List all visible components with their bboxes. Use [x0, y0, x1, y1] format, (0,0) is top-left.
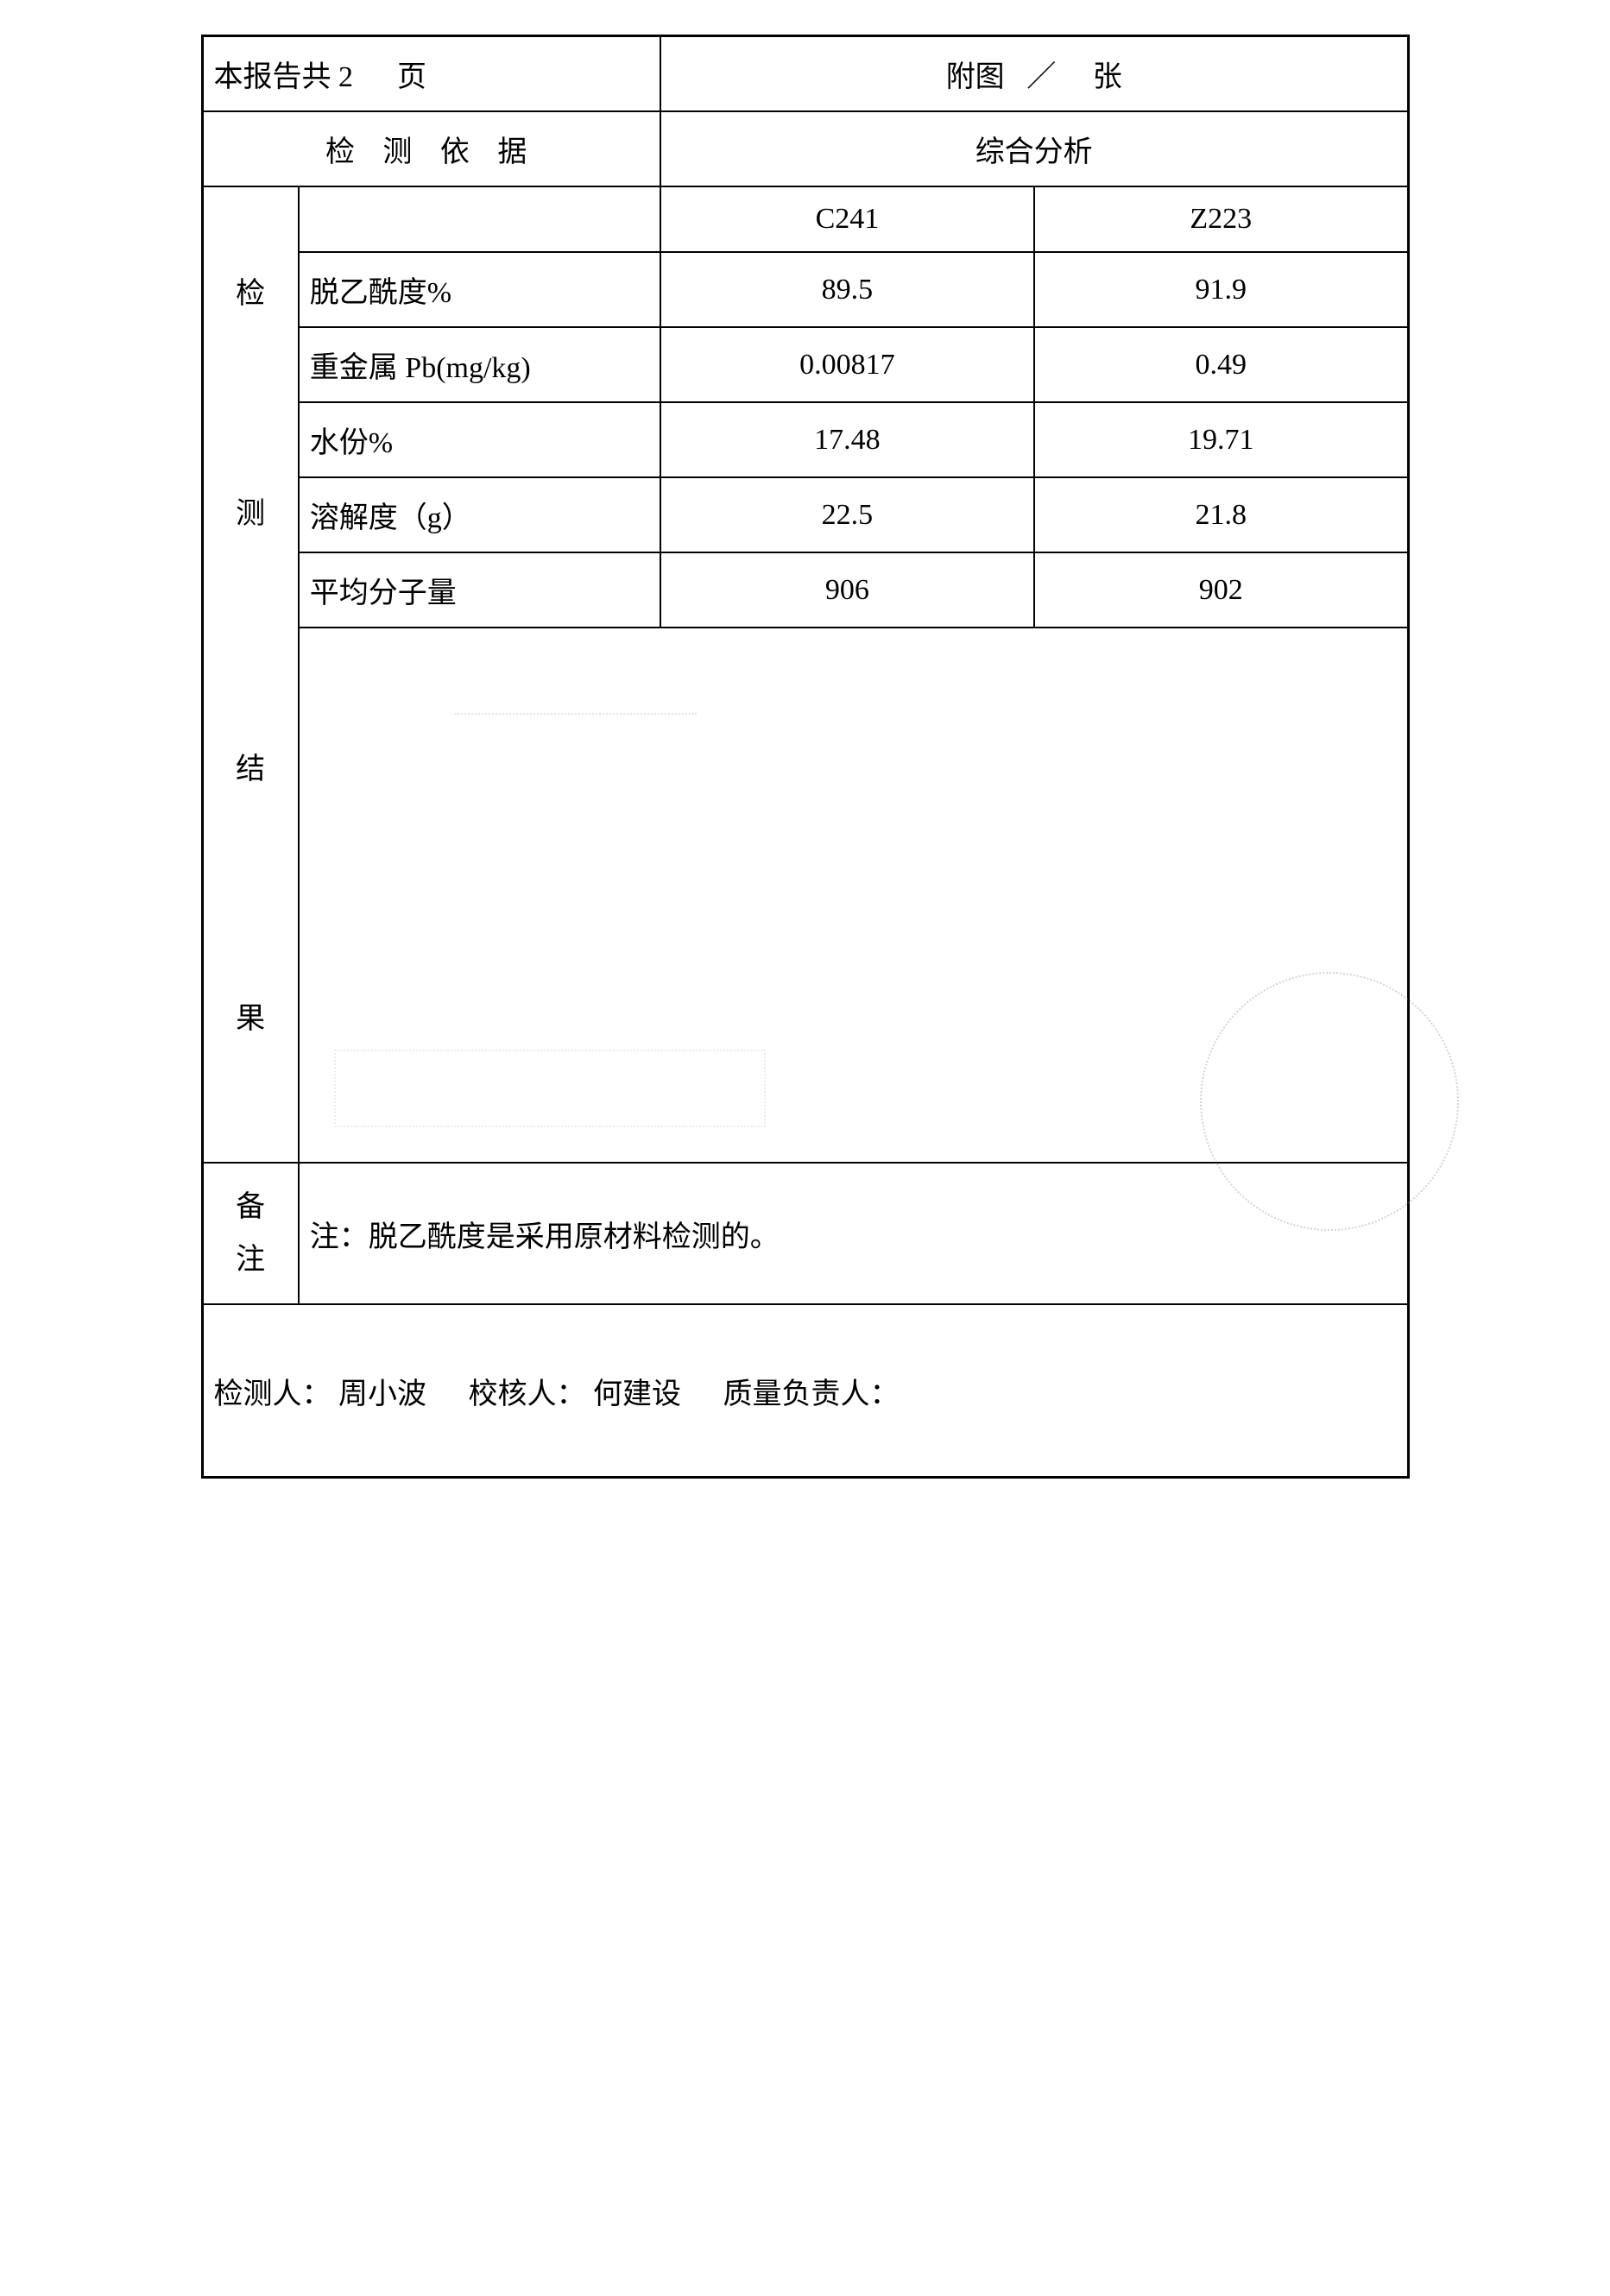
attach-prefix: 附图 [946, 61, 1005, 93]
signature-row: 检测人： 周小波 校核人： 何建设 质量负责人： [202, 1304, 1408, 1477]
pages-prefix: 本报告共 [214, 61, 331, 93]
param-val: 91.9 [1034, 252, 1408, 327]
attach-suffix: 张 [1093, 61, 1122, 93]
notes-text: 注：脱乙酰度是采用原材料检测的。 [310, 1221, 780, 1253]
label-guo: 果 [214, 973, 287, 1067]
faint-box-icon [334, 1050, 766, 1127]
attach-sep: ／ [1026, 61, 1056, 93]
signature-cell: 检测人： 周小波 校核人： 何建设 质量负责人： [202, 1304, 1408, 1477]
reviewer-label: 校核人： [469, 1378, 586, 1410]
sample-z223: Z223 [1034, 186, 1408, 252]
pages-suffix: 页 [397, 61, 426, 93]
basis-header: 检 测 依 据 [202, 111, 660, 186]
report-page: 本报告共 2 页 附图 ／ 张 检 测 依 据 综合分析 检 C241 Z223… [201, 35, 1410, 1479]
results-row: 结 果 [202, 628, 1408, 1163]
param-val: 902 [1034, 552, 1408, 628]
table-row: 重金属 Pb(mg/kg) 0.00817 0.49 [202, 327, 1408, 402]
param-val: 22.5 [660, 477, 1034, 552]
quality-label: 质量负责人： [723, 1378, 900, 1410]
reviewer-name: 何建设 [593, 1378, 681, 1410]
param-val: 21.8 [1034, 477, 1408, 552]
reviewer-block: 校核人： 何建设 [469, 1370, 682, 1412]
label-bei: 备 [204, 1181, 298, 1233]
param-val: 17.48 [660, 402, 1034, 477]
param-label: 脱乙酰度% [299, 252, 660, 327]
param-val: 89.5 [660, 252, 1034, 327]
analysis-header: 综合分析 [660, 111, 1408, 186]
label-zhu: 注 [204, 1233, 298, 1286]
header-row: 本报告共 2 页 附图 ／ 张 [202, 36, 1408, 112]
inspector-name: 周小波 [338, 1378, 426, 1410]
param-empty [299, 186, 660, 252]
inspector-label: 检测人： [214, 1378, 331, 1410]
param-label: 水份% [299, 402, 660, 477]
label-ce: 测 [202, 402, 299, 628]
quality-block: 质量负责人： [723, 1370, 900, 1412]
table-row: 溶解度（g） 22.5 21.8 [202, 477, 1408, 552]
label-beizhu: 备 注 [202, 1163, 299, 1304]
section-header-row: 检 测 依 据 综合分析 [202, 111, 1408, 186]
table-row: 平均分子量 906 902 [202, 552, 1408, 628]
param-label: 溶解度（g） [299, 477, 660, 552]
notes-cell: 注：脱乙酰度是采用原材料检测的。 [299, 1163, 1408, 1304]
inspector-block: 检测人： 周小波 [214, 1370, 427, 1412]
param-val: 0.49 [1034, 327, 1408, 402]
attachment-cell: 附图 ／ 张 [660, 36, 1408, 112]
sample-c241: C241 [660, 186, 1034, 252]
pages-cell: 本报告共 2 页 [202, 36, 660, 112]
param-val: 19.71 [1034, 402, 1408, 477]
report-table: 本报告共 2 页 附图 ／ 张 检 测 依 据 综合分析 检 C241 Z223… [201, 35, 1410, 1479]
label-jieguo: 结 果 [202, 628, 299, 1163]
results-area [299, 628, 1408, 1163]
label-jie: 结 [214, 723, 287, 817]
param-label: 重金属 Pb(mg/kg) [299, 327, 660, 402]
pages-value: 2 [338, 61, 353, 93]
table-row: 测 水份% 17.48 19.71 [202, 402, 1408, 477]
param-val: 906 [660, 552, 1034, 628]
param-val: 0.00817 [660, 327, 1034, 402]
table-row: 脱乙酰度% 89.5 91.9 [202, 252, 1408, 327]
sample-row: 检 C241 Z223 [202, 186, 1408, 252]
notes-row: 备 注 注：脱乙酰度是采用原材料检测的。 [202, 1163, 1408, 1304]
param-label: 平均分子量 [299, 552, 660, 628]
label-jian: 检 [202, 186, 299, 402]
faint-mark-icon [455, 663, 697, 715]
